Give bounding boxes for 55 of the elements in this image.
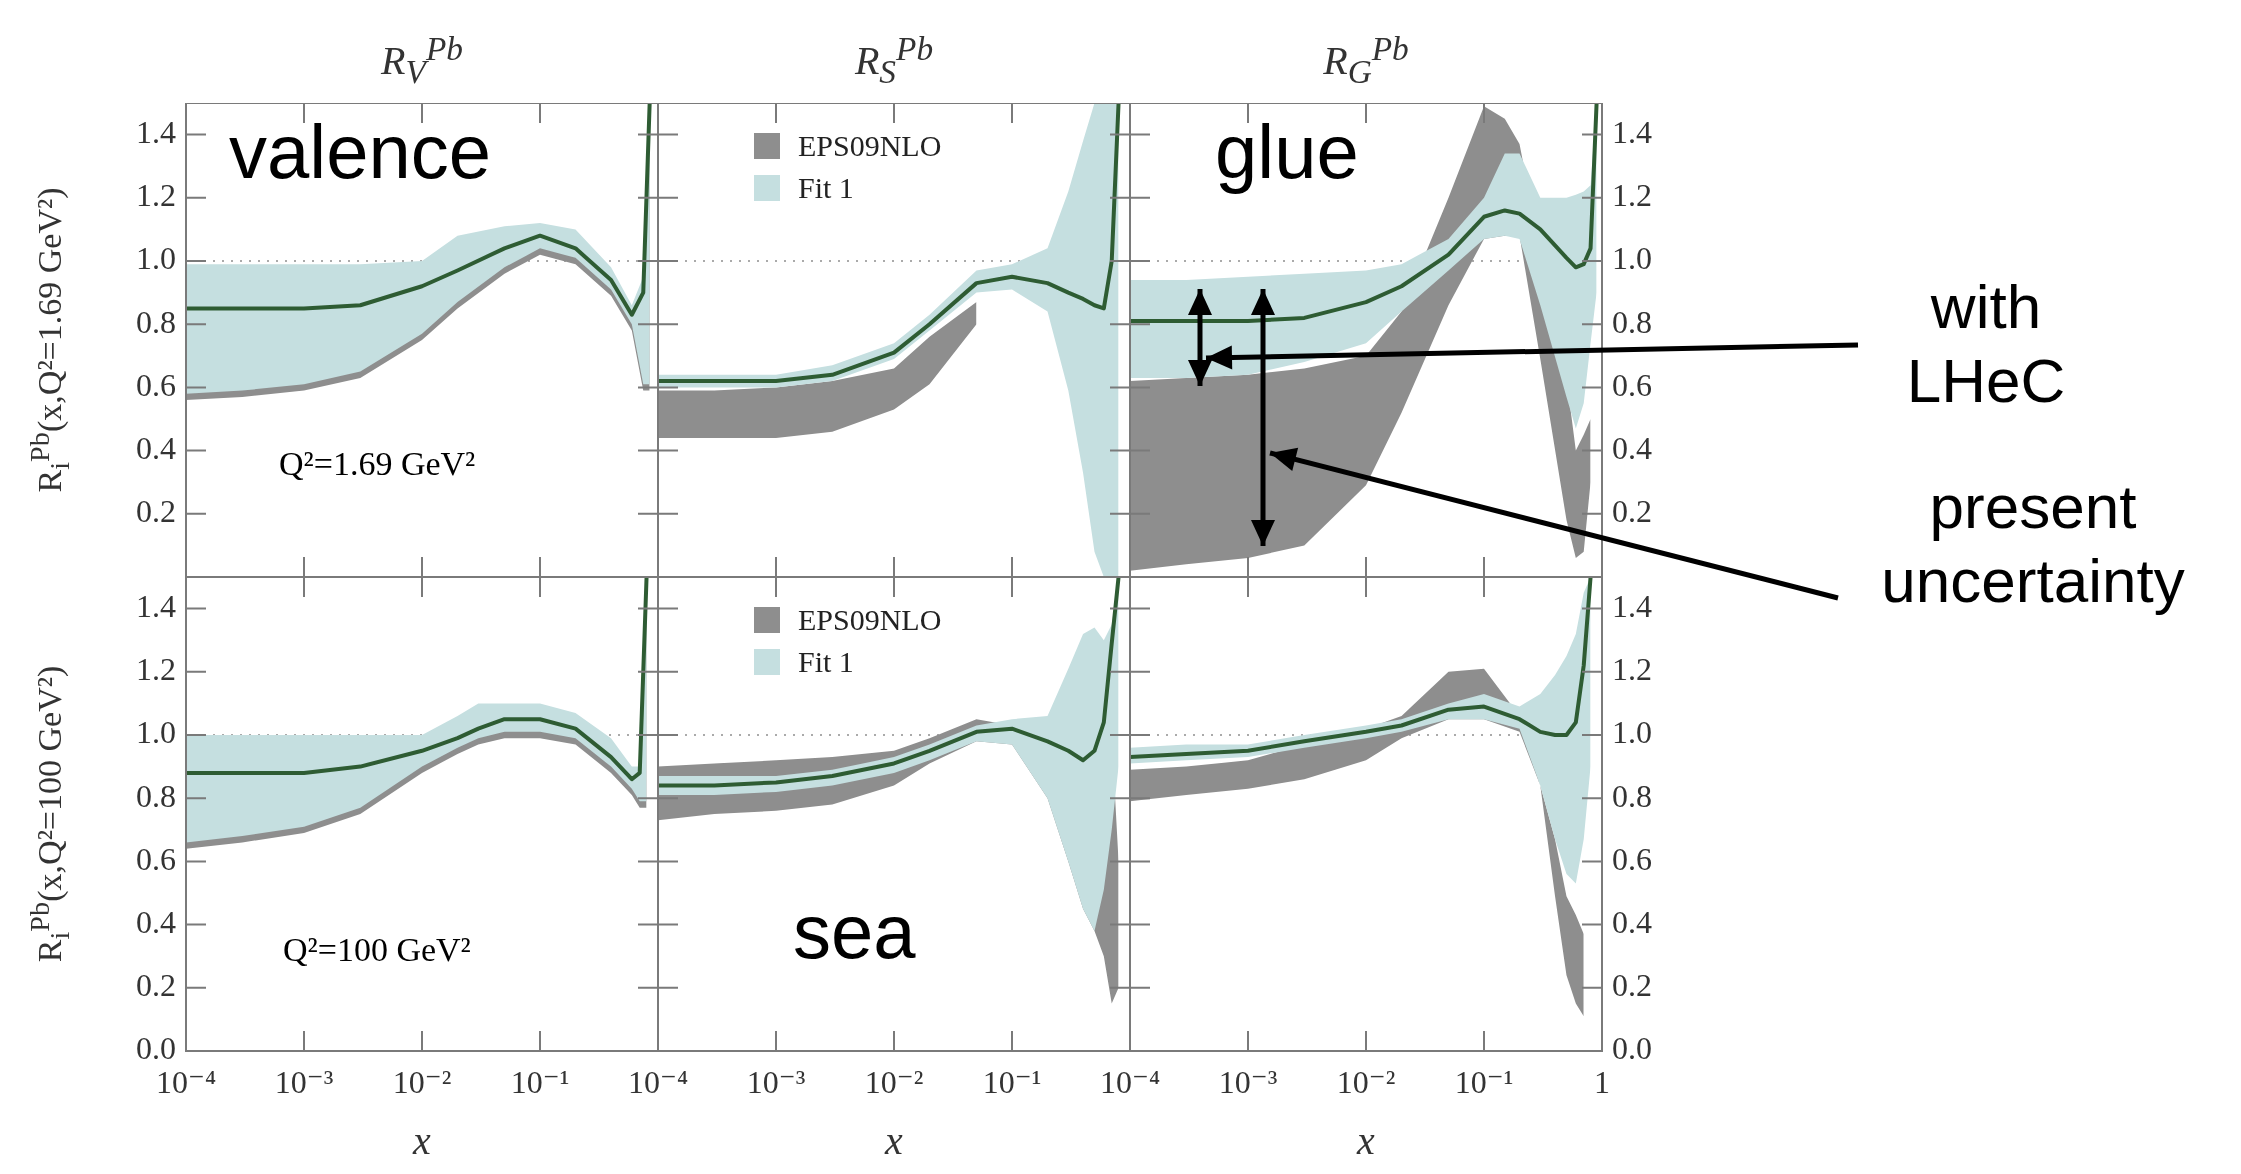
y-tick-label: 0.6 <box>1612 840 1652 877</box>
x-tick-label: 10⁻⁴ <box>627 1063 689 1100</box>
annotation: sea <box>793 888 916 976</box>
legend-label: EPS09NLO <box>798 129 942 163</box>
y-tick-label: 1.2 <box>1612 177 1652 214</box>
y-tick-label: 0.2 <box>1612 967 1652 1004</box>
y-tick-label: 0.8 <box>136 777 176 814</box>
x-tick-label: 10⁻¹ <box>982 1063 1042 1100</box>
x-axis-title: x <box>1355 1117 1376 1164</box>
text: with LHeC <box>1905 271 2067 418</box>
legend-label: Fit 1 <box>798 171 854 205</box>
y-tick-label: 0.4 <box>1612 904 1652 941</box>
y-tick-label: 0.4 <box>136 904 176 941</box>
x-tick-label: 10⁻¹ <box>1454 1063 1514 1100</box>
legend-label: EPS09NLO <box>798 603 942 637</box>
annotation: valence <box>229 108 491 196</box>
y-tick-label: 0.4 <box>1612 430 1652 467</box>
y-tick-label: 0.2 <box>136 493 176 530</box>
y-tick-label: 1.4 <box>1612 114 1652 151</box>
y-tick-label: 0.0 <box>1612 1030 1652 1067</box>
y-tick-label: 0.4 <box>136 430 176 467</box>
x-tick-label: 10⁻¹ <box>510 1063 570 1100</box>
x-tick-label: 1 <box>1594 1063 1610 1100</box>
x-axis-title: x <box>411 1117 432 1164</box>
x-tick-label: 10⁻³ <box>274 1063 334 1100</box>
x-tick-label: 10⁻⁴ <box>1099 1063 1161 1100</box>
y-tick-label: 0.6 <box>1612 366 1652 403</box>
text: present uncertainty <box>1880 471 2186 618</box>
y-tick-label: 0.6 <box>136 366 176 403</box>
y-tick-label: 1.4 <box>1612 588 1652 625</box>
y-tick-label: 1.0 <box>136 240 176 277</box>
y-tick-label: 0.8 <box>136 303 176 340</box>
annotation: Q²=100 GeV² <box>283 930 471 970</box>
y-tick-label: 1.2 <box>136 177 176 214</box>
y-tick-label: 1.4 <box>136 588 176 625</box>
y-tick-label: 0.2 <box>136 967 176 1004</box>
y-tick-label: 1.4 <box>136 114 176 151</box>
y-tick-label: 1.0 <box>1612 714 1652 751</box>
x-tick-label: 10⁻² <box>392 1063 452 1100</box>
y-tick-label: 0.2 <box>1612 493 1652 530</box>
legend-label: Fit 1 <box>798 645 854 679</box>
y-tick-label: 1.0 <box>136 714 176 751</box>
y-tick-label: 0.8 <box>1612 777 1652 814</box>
y-tick-label: 1.2 <box>1612 651 1652 688</box>
annotation: glue <box>1215 108 1359 196</box>
y-tick-label: 0.8 <box>1612 303 1652 340</box>
x-tick-label: 10⁻² <box>864 1063 924 1100</box>
y-tick-label: 1.0 <box>1612 240 1652 277</box>
y-tick-label: 1.2 <box>136 651 176 688</box>
annotation: Q²=1.69 GeV² <box>279 444 476 484</box>
y-tick-label: 0.6 <box>136 840 176 877</box>
x-tick-label: 10⁻³ <box>1218 1063 1278 1100</box>
x-axis-title: x <box>883 1117 904 1164</box>
x-tick-label: 10⁻² <box>1336 1063 1396 1100</box>
x-tick-label: 10⁻³ <box>746 1063 806 1100</box>
